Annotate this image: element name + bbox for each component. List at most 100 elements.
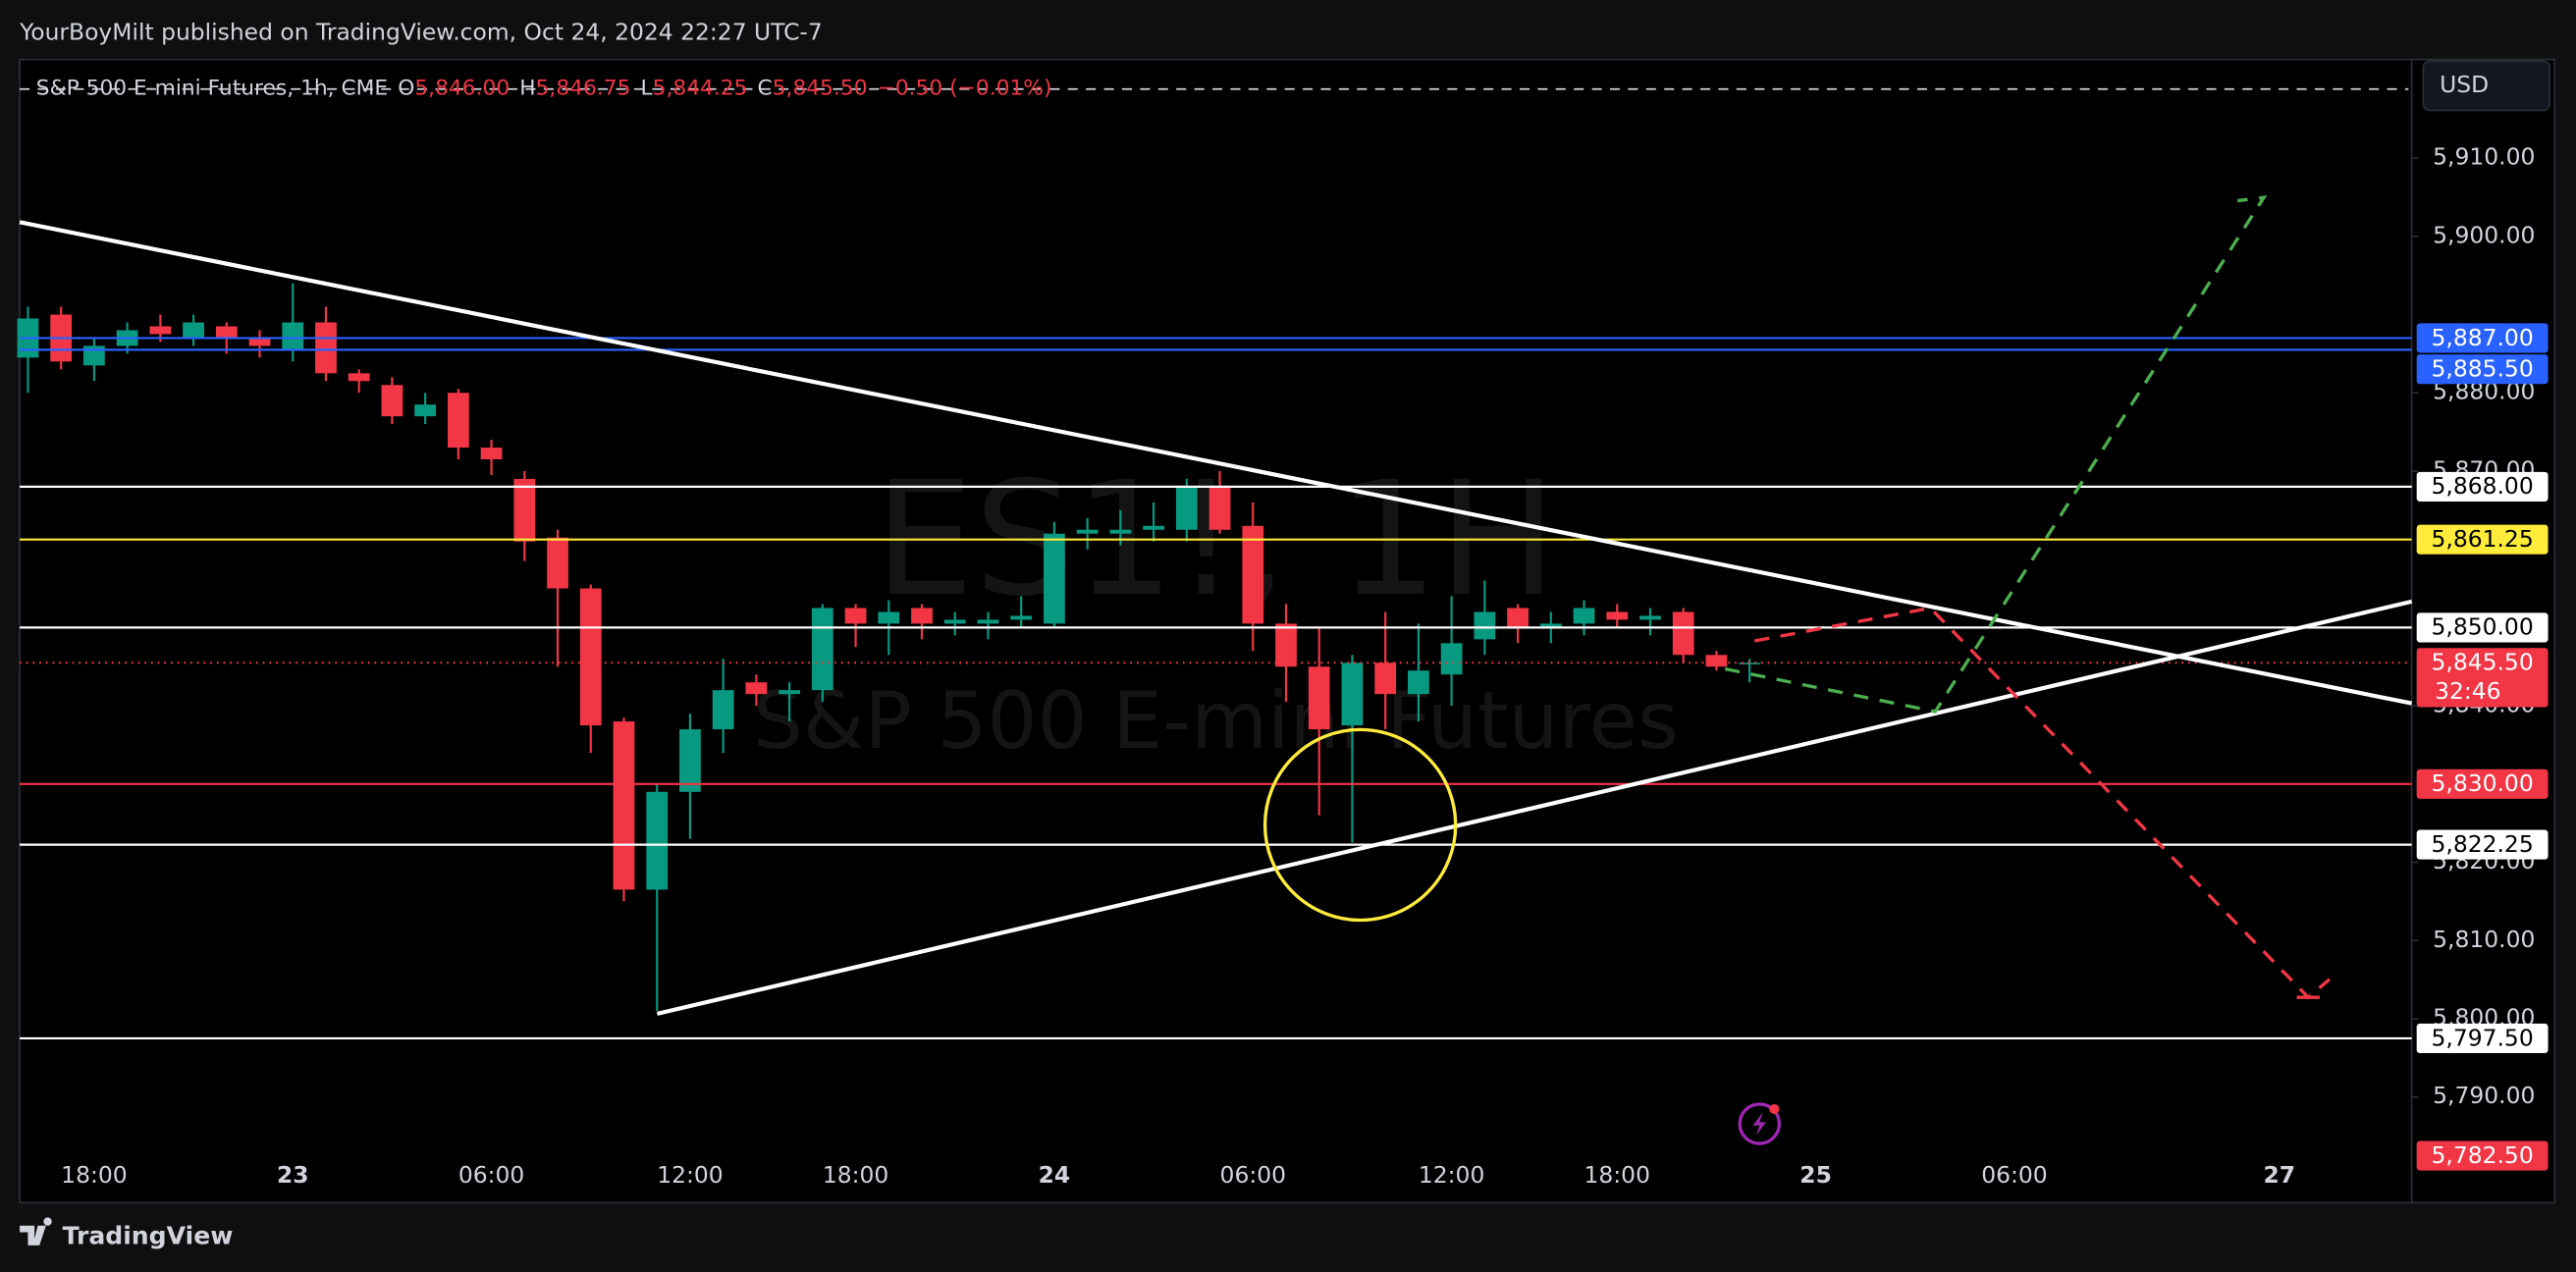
x-tick-label: 25	[1799, 1161, 1832, 1189]
candle-body	[712, 690, 734, 730]
x-tick-label: 27	[2263, 1161, 2295, 1189]
candle-body	[679, 729, 701, 792]
price-level-label: 5,782.50	[2431, 1141, 2533, 1169]
currency-label[interactable]: USD	[2440, 71, 2489, 98]
price-level-box	[2416, 524, 2549, 555]
price-level-box	[2416, 1023, 2549, 1053]
candle-body	[348, 373, 370, 382]
bullish-projection	[1724, 195, 2268, 714]
resistance-trendline	[19, 220, 2413, 706]
o-label: O	[398, 77, 414, 101]
candle-body	[1440, 643, 1463, 675]
candle-body	[778, 690, 801, 695]
currency-button[interactable]	[2422, 60, 2551, 112]
candle-body	[1010, 615, 1033, 620]
x-tick-label: 18:00	[61, 1161, 127, 1189]
candle-body	[1573, 608, 1595, 624]
candle-body	[844, 608, 867, 624]
c-label: C	[758, 77, 773, 101]
x-tick-label: 24	[1039, 1161, 1071, 1189]
candle-body	[1208, 486, 1231, 530]
candle-body	[1308, 666, 1330, 730]
brand-name: TradingView	[63, 1221, 234, 1249]
x-tick-label: 06:00	[1981, 1161, 2047, 1189]
candle-body	[215, 326, 238, 339]
symbol: S&P 500 E-mini Futures, 1h, CME	[36, 77, 388, 101]
candle-body	[1705, 655, 1728, 667]
candle-body	[248, 338, 271, 346]
price-level-box	[2416, 648, 2549, 708]
price-level-label: 5,830.00	[2431, 769, 2533, 797]
price-level-label: 5,868.00	[2431, 472, 2533, 500]
candle-body	[381, 385, 403, 417]
price-level-label: 5,822.25	[2431, 830, 2533, 858]
change: −0.50 (−0.01%)	[878, 77, 1052, 101]
o-value: 5,846.00	[414, 77, 510, 101]
candle-body	[1507, 608, 1529, 628]
price-level-label: 5,797.50	[2431, 1024, 2533, 1051]
y-tick-label: 5,900.00	[2433, 221, 2535, 248]
candle-body	[977, 619, 999, 624]
candle-body	[1606, 611, 1629, 620]
candle-body	[547, 537, 568, 589]
highlight-circle	[1262, 727, 1458, 923]
candle-body	[811, 608, 833, 691]
y-tick-label: 5,910.00	[2433, 143, 2535, 171]
candle-body	[414, 404, 437, 417]
alert-icon-dot[interactable]	[1769, 1103, 1780, 1114]
candle-body	[1474, 611, 1496, 640]
candle-body	[513, 478, 536, 542]
candle-body	[1143, 525, 1164, 530]
candle-body	[480, 448, 503, 459]
candle-body	[1539, 623, 1562, 628]
alert-icon[interactable]	[1738, 1102, 1782, 1145]
candle-body	[1076, 529, 1099, 534]
price-level-label: 5,850.00	[2431, 613, 2533, 641]
candle-body	[1109, 529, 1132, 534]
candle-body	[447, 393, 469, 449]
price-level-label: 5,887.00	[2431, 324, 2533, 351]
candle-body	[745, 682, 768, 695]
candle-body	[1374, 662, 1397, 695]
candle-body	[613, 721, 635, 890]
marks	[17, 157, 2419, 1098]
l-label: L	[641, 77, 653, 101]
x-tick-label: 18:00	[1584, 1161, 1650, 1189]
candle-body	[1044, 533, 1065, 624]
x-tick-label: 12:00	[1419, 1161, 1484, 1189]
candle-body	[1341, 662, 1364, 726]
price-level-box	[2416, 768, 2549, 799]
price-level-label: 5,885.50	[2431, 355, 2533, 383]
watermark-name: S&P 500 E-mini Futures	[753, 674, 1679, 767]
price-level-box	[2416, 829, 2549, 860]
publisher: YourBoyMilt published on TradingView.com…	[19, 18, 823, 45]
price-level-label: 5,845.50	[2431, 649, 2533, 676]
brand: TradingView	[20, 1217, 233, 1249]
candle-body	[579, 588, 602, 726]
price-level-label: 5,861.25	[2431, 525, 2533, 553]
candle-body	[1242, 525, 1264, 624]
y-tick-label: 5,790.00	[2433, 1082, 2535, 1109]
candle-body	[1175, 486, 1198, 530]
x-tick-label: 12:00	[657, 1161, 723, 1189]
price-level-box	[2416, 471, 2549, 502]
alert-icon-bolt[interactable]	[1752, 1112, 1766, 1136]
countdown-label: 32:46	[2435, 677, 2500, 705]
c-value: 5,845.50	[773, 77, 868, 101]
x-tick-label: 06:00	[1220, 1161, 1286, 1189]
x-tick-label: 06:00	[458, 1161, 524, 1189]
support-trendline	[656, 599, 2413, 1016]
candle-body	[1639, 615, 1661, 620]
price-level-box	[2416, 323, 2549, 353]
candle-body	[1408, 670, 1429, 695]
alert-icon-ring[interactable]	[1738, 1102, 1782, 1145]
price-level-box	[2416, 354, 2549, 385]
price-level-box	[2416, 612, 2549, 643]
x-tick-label: 23	[277, 1161, 309, 1189]
candle-body	[1672, 611, 1694, 656]
ohlc-legend: S&P 500 E-mini Futures, 1h, CME O5,846.00…	[36, 77, 1052, 101]
h-label: H	[519, 77, 535, 101]
candle-body	[315, 322, 337, 374]
candle-body	[878, 611, 900, 624]
